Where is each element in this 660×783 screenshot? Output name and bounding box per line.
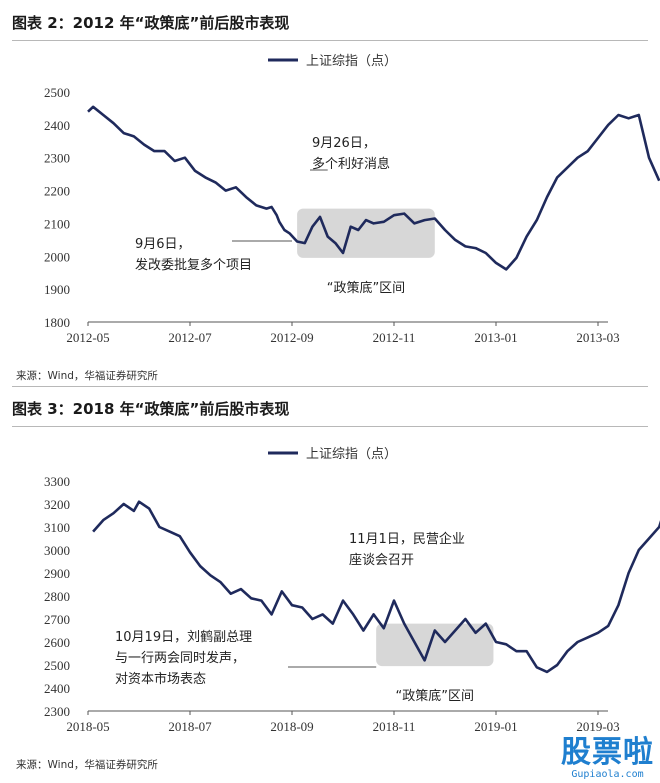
- figure-3-title: 图表 3：2018 年“政策底”前后股市表现: [12, 400, 290, 418]
- chart2-y-tick-label: 3300: [44, 474, 70, 489]
- chart2-x-tick-label: 2018-11: [373, 719, 416, 734]
- figure-2-source: 来源：Wind，华福证券研究所: [16, 370, 158, 382]
- chart2-legend-label: 上证综指（点）: [306, 447, 397, 462]
- chart1-annotation-label: 发改委批复多个项目: [135, 257, 252, 273]
- chart2-x-tick-label: 2018-09: [270, 719, 313, 734]
- chart1-annotation-label: 9月26日，: [312, 136, 376, 151]
- chart2-y-tick-label: 2500: [44, 658, 70, 673]
- figure-2-title-rule: [12, 40, 648, 41]
- chart1-annotation-1: 9月6日， 发改委批复多个项目: [135, 237, 292, 273]
- chart1-policy-bottom-range: [297, 208, 435, 258]
- chart1-y-tick-label: 2000: [44, 249, 70, 264]
- chart1-legend-label: 上证综指（点）: [306, 54, 397, 69]
- chart1-y-tick-label: 2400: [44, 118, 70, 133]
- chart2-x-tick-label: 2018-05: [66, 719, 109, 734]
- chart1-x-tick-label: 2013-01: [474, 330, 517, 345]
- chart2-y-tick-label: 2900: [44, 566, 70, 581]
- chart2-y-tick-label: 3000: [44, 543, 70, 558]
- figure-2-bottom-rule: [12, 386, 648, 387]
- chart2-y-tick-label: 3100: [44, 520, 70, 535]
- chart1-y-tick-label: 1900: [44, 282, 70, 297]
- chart2-policy-bottom-range: [376, 623, 494, 667]
- chart1-annotation-0: 9月26日， 多个利好消息: [310, 136, 390, 172]
- watermark: 股票啦 Gupiaola.com: [561, 735, 654, 781]
- chart2-annotation-2: “政策底”区间: [396, 688, 474, 704]
- chart1-y-tick-label: 2300: [44, 151, 70, 166]
- chart1-y-tick-label: 2500: [44, 85, 70, 100]
- chart2-annotation-label: 10月19日，刘鹤副总理: [115, 629, 252, 645]
- chart2-annotation-label: 11月1日，民营企业: [349, 531, 465, 547]
- chart1-y-tick-label: 2200: [44, 184, 70, 199]
- chart1-y-tick-label: 1800: [44, 315, 70, 330]
- chart2-x-tick-label: 2019-03: [576, 719, 619, 734]
- figure-3-source: 来源：Wind，华福证券研究所: [16, 759, 158, 771]
- chart2-annotation-label: 与一行两会同时发声，: [115, 650, 245, 666]
- chart1-x-tick-label: 2012-11: [373, 330, 416, 345]
- chart1-x-tick-label: 2012-05: [66, 330, 109, 345]
- figure-3-title-rule: [12, 426, 648, 427]
- chart1-annotation-label: 9月6日，: [135, 237, 191, 252]
- chart2-y-tick-label: 2700: [44, 612, 70, 627]
- chart1-y-tick-label: 2100: [44, 216, 70, 231]
- chart2-series-line: [92, 500, 660, 674]
- chart-2018: 2300 2400 2500 2600 2700 2800 2900 3000 3100 3200…: [44, 447, 660, 734]
- watermark-logo-text: 股票啦: [561, 735, 654, 770]
- chart2-y-tick-label: 2300: [44, 704, 70, 719]
- chart-2012: 1800 1900 2000 2100 2200 2300 2400 2500 2012-05 2…: [44, 54, 660, 345]
- chart1-x-tick-label: 2012-07: [168, 330, 212, 345]
- chart2-x-tick-label: 2019-01: [474, 719, 517, 734]
- chart2-annotation-label: 对资本市场表态: [115, 671, 206, 687]
- chart2-annotation-label: “政策底”区间: [396, 688, 474, 704]
- chart2-y-tick-label: 2600: [44, 635, 70, 650]
- chart2-y-tick-label: 3200: [44, 497, 70, 512]
- chart2-y-tick-label: 2400: [44, 681, 70, 696]
- watermark-url: Gupiaola.com: [571, 769, 644, 780]
- chart1-annotation-2: “政策底”区间: [327, 280, 405, 296]
- chart1-annotation-label: 多个利好消息: [312, 156, 390, 172]
- chart2-y-tick-label: 2800: [44, 589, 70, 604]
- chart1-x-tick-label: 2013-03: [576, 330, 619, 345]
- chart1-x-tick-label: 2012-09: [270, 330, 313, 345]
- chart1-series-line: [87, 105, 660, 271]
- chart2-annotation-label: 座谈会召开: [349, 553, 414, 568]
- chart1-annotation-label: “政策底”区间: [327, 280, 405, 296]
- figure-2-title: 图表 2：2012 年“政策底”前后股市表现: [12, 14, 290, 32]
- chart2-x-tick-label: 2018-07: [168, 719, 212, 734]
